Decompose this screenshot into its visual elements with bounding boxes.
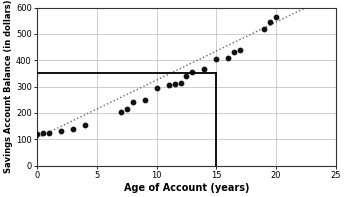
Point (178, 81, 183, 84)
Point (142, 99, 148, 102)
Point (237, 48, 243, 51)
Point (226, 56, 231, 59)
Point (273, 15, 279, 19)
Point (154, 86, 159, 89)
Point (190, 71, 195, 74)
Point (70, 127, 76, 130)
Point (261, 27, 267, 30)
Point (58, 130, 64, 133)
Point (118, 110, 124, 113)
Point (34, 132, 40, 136)
Point (172, 83, 177, 86)
Point (41, 132, 46, 135)
Point (184, 74, 189, 78)
Point (47, 131, 52, 134)
Point (201, 68, 207, 71)
Point (124, 107, 130, 111)
Point (231, 51, 237, 54)
Point (267, 20, 273, 24)
X-axis label: Age of Account (years): Age of Account (years) (124, 183, 249, 193)
Point (130, 101, 136, 104)
Y-axis label: Savings Account Balance (in dollars): Savings Account Balance (in dollars) (4, 0, 13, 173)
Point (214, 57, 219, 60)
Point (166, 84, 171, 87)
Point (82, 123, 88, 126)
